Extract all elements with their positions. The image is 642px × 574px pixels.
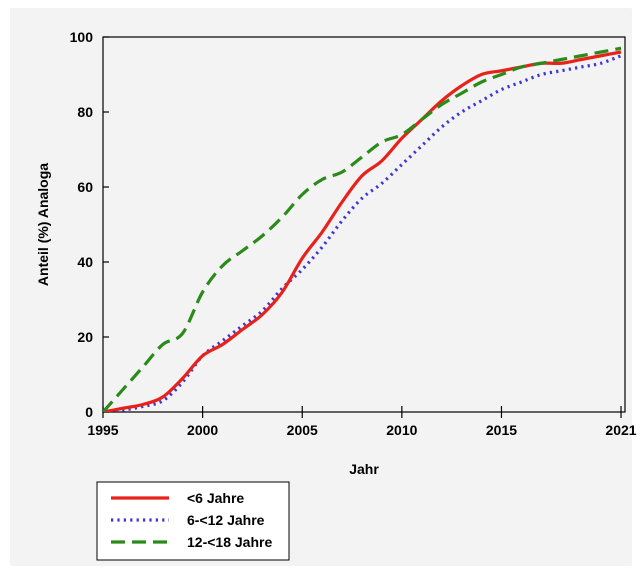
x-tick-label: 2005 bbox=[287, 422, 318, 438]
x-tick-label: 2021 bbox=[605, 422, 636, 438]
y-tick-label: 40 bbox=[77, 254, 93, 270]
x-tick-label: 1995 bbox=[87, 422, 118, 438]
legend-label-1: <6 Jahre bbox=[187, 490, 244, 506]
legend: <6 Jahre 6-<12 Jahre 12-<18 Jahre bbox=[96, 481, 290, 561]
y-tick-label: 60 bbox=[77, 179, 93, 195]
legend-box bbox=[96, 481, 290, 561]
x-tick-label: 2010 bbox=[386, 422, 417, 438]
y-tick-label: 100 bbox=[70, 29, 94, 45]
y-axis-title: Anteil (%) Analoga bbox=[35, 163, 51, 286]
series-line-3 bbox=[103, 46, 622, 412]
x-axis-title: Jahr bbox=[349, 461, 379, 477]
x-tick-label: 2000 bbox=[187, 422, 218, 438]
x-tick-label: 2015 bbox=[486, 422, 517, 438]
series-line-1 bbox=[103, 50, 622, 412]
chart-background-panel bbox=[10, 8, 632, 566]
series-line-2 bbox=[103, 54, 622, 412]
axes: 0 20 40 60 80 100 1995 2000 2005 2010 2015 2021 bbox=[70, 29, 637, 438]
y-tick-label: 0 bbox=[85, 404, 93, 420]
y-tick-label: 20 bbox=[77, 329, 93, 345]
legend-label-2: 6-<12 Jahre bbox=[187, 512, 265, 528]
series-layer bbox=[103, 46, 622, 412]
legend-label-3: 12-<18 Jahre bbox=[187, 534, 272, 550]
y-tick-label: 80 bbox=[77, 104, 93, 120]
plot-frame bbox=[102, 36, 626, 413]
